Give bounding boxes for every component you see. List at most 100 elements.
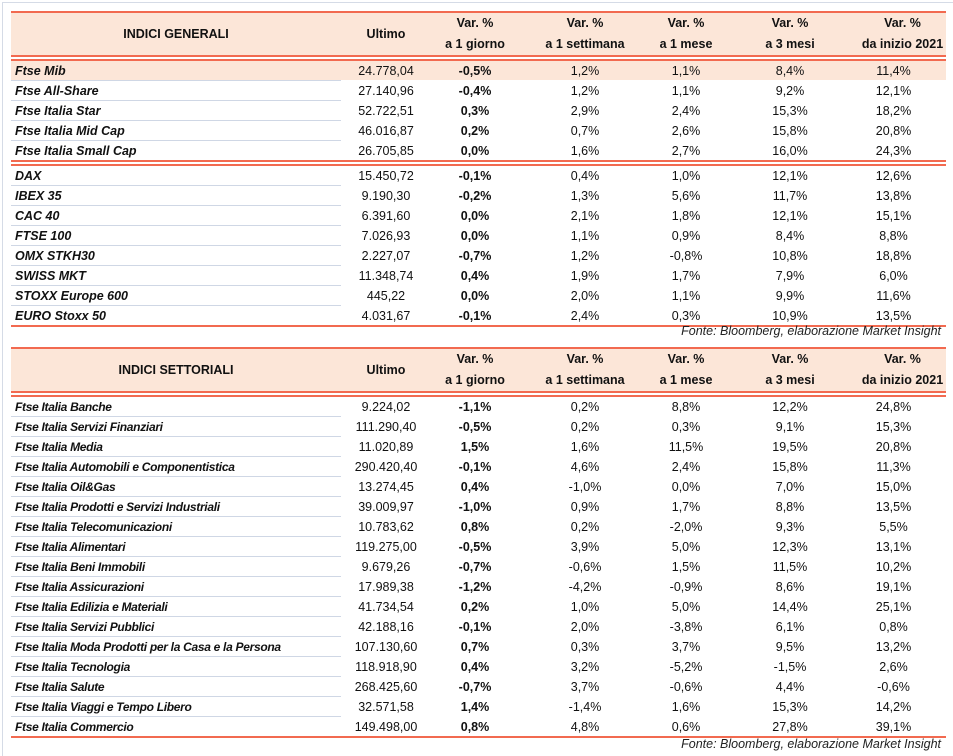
change-ytd: -0,6% [859, 676, 946, 697]
last-value: 119.275,00 [341, 536, 431, 557]
change-1m: 2,4% [651, 456, 721, 477]
change-1m: 1,1% [651, 80, 721, 101]
index-name: Ftse Italia Edilizia e Materiali [11, 596, 341, 617]
column-header-index-name: INDICI SETTORIALI [11, 347, 341, 392]
change-3m: 8,6% [721, 576, 859, 597]
change-1d: -0,5% [431, 416, 519, 437]
table-row: Ftse Italia Salute 268.425,60 -0,7% 3,7% -0,… [11, 676, 946, 697]
change-1d: 0,4% [431, 476, 519, 497]
table-bottom-rule [11, 736, 946, 739]
table-row: Ftse Italia Beni Immobili 9.679,26 -0,7% -0… [11, 556, 946, 577]
change-3m: 10,8% [721, 245, 859, 266]
change-1w: 0,3% [519, 636, 651, 657]
change-1d: -0,1% [431, 456, 519, 477]
change-3m: 9,9% [721, 285, 859, 306]
change-1w: 4,8% [519, 716, 651, 738]
index-name: Ftse All-Share [11, 80, 341, 101]
index-name: Ftse Italia Moda Prodotti per la Casa e … [11, 636, 341, 657]
change-1d: 0,4% [431, 265, 519, 286]
header-line: a 1 mese [659, 373, 713, 387]
change-1m: 2,6% [651, 120, 721, 141]
change-3m: 11,5% [721, 556, 859, 577]
change-1d: 0,2% [431, 120, 519, 141]
last-value: 32.571,58 [341, 696, 431, 717]
last-value: 107.130,60 [341, 636, 431, 657]
last-value: 2.227,07 [341, 245, 431, 266]
source-note: Fonte: Bloomberg, elaborazione Market In… [681, 324, 941, 338]
column-header-change-3m: Var. % a 3 mesi [721, 347, 859, 392]
table-row: Ftse Mib 24.778,04 -0,5% 1,2% 1,1% 8,4% 11,4% [11, 60, 946, 81]
change-1w: 1,2% [519, 80, 651, 101]
table-row: STOXX Europe 600 445,22 0,0% 2,0% 1,1% 9,9% 11… [11, 285, 946, 306]
column-header-last-value: Ultimo [341, 11, 431, 56]
change-1w: 1,3% [519, 185, 651, 206]
change-1d: 0,0% [431, 140, 519, 162]
change-1m: 0,9% [651, 225, 721, 246]
change-ytd: 18,8% [859, 245, 946, 266]
index-name: Ftse Italia Salute [11, 676, 341, 697]
header-line: a 3 mesi [765, 37, 815, 51]
last-value: 118.918,90 [341, 656, 431, 677]
change-1m: -0,9% [651, 576, 721, 597]
change-ytd: 25,1% [859, 596, 946, 617]
change-ytd: 5,5% [859, 516, 946, 537]
change-1w: 1,9% [519, 265, 651, 286]
change-ytd: 11,3% [859, 456, 946, 477]
change-1d: -1,1% [431, 396, 519, 417]
table-row: Ftse Italia Banche 9.224,02 -1,1% 0,2% 8,8% 1… [11, 396, 946, 417]
last-value: 41.734,54 [341, 596, 431, 617]
general-indices-table: INDICI GENERALI Ultimo Var. % a 1 giorno Var… [11, 11, 946, 328]
change-1m: 2,4% [651, 100, 721, 121]
change-1w: 1,1% [519, 225, 651, 246]
header-row: INDICI SETTORIALI Ultimo Var. % a 1 giorno V… [11, 347, 946, 392]
change-1d: 0,8% [431, 516, 519, 537]
last-value: 10.783,62 [341, 516, 431, 537]
change-3m: 14,4% [721, 596, 859, 617]
change-ytd: 15,0% [859, 476, 946, 497]
change-1m: 0,3% [651, 305, 721, 327]
change-ytd: 8,8% [859, 225, 946, 246]
header-line: Var. % [456, 16, 494, 30]
last-value: 111.290,40 [341, 416, 431, 437]
last-value: 46.016,87 [341, 120, 431, 141]
change-ytd: 13,1% [859, 536, 946, 557]
last-value: 39.009,97 [341, 496, 431, 517]
change-ytd: 15,3% [859, 416, 946, 437]
index-name: OMX STKH30 [11, 245, 341, 266]
last-value: 290.420,40 [341, 456, 431, 477]
change-1w: 1,2% [519, 60, 651, 81]
change-1m: -0,8% [651, 245, 721, 266]
header-line: Var. % [884, 352, 921, 366]
change-1m: -5,2% [651, 656, 721, 677]
change-3m: 9,1% [721, 416, 859, 437]
change-3m: 15,8% [721, 456, 859, 477]
change-3m: 15,3% [721, 696, 859, 717]
change-ytd: 14,2% [859, 696, 946, 717]
change-1d: -1,0% [431, 496, 519, 517]
index-name: SWISS MKT [11, 265, 341, 286]
change-1d: -0,7% [431, 676, 519, 697]
change-3m: 7,9% [721, 265, 859, 286]
change-1m: 1,1% [651, 60, 721, 81]
column-header-last-value: Ultimo [341, 347, 431, 392]
header-line: Var. % [771, 16, 809, 30]
table-row: Ftse Italia Automobili e Componentistica… [11, 456, 946, 477]
change-ytd: 15,1% [859, 205, 946, 226]
change-3m: 6,1% [721, 616, 859, 637]
change-1w: 4,6% [519, 456, 651, 477]
last-value: 11.020,89 [341, 436, 431, 457]
table-row: DAX 15.450,72 -0,1% 0,4% 1,0% 12,1% 12,6% [11, 165, 946, 186]
change-1m: -0,6% [651, 676, 721, 697]
change-3m: 15,8% [721, 120, 859, 141]
change-3m: -1,5% [721, 656, 859, 677]
header-line: da inizio 2021 [861, 373, 944, 387]
table-row: Ftse Italia Tecnologia 118.918,90 0,4% 3,2%… [11, 656, 946, 677]
change-3m: 7,0% [721, 476, 859, 497]
change-1w: 2,1% [519, 205, 651, 226]
index-name: Ftse Italia Small Cap [11, 140, 341, 162]
header-line: a 1 giorno [445, 37, 505, 51]
change-1m: 1,8% [651, 205, 721, 226]
change-1w: -1,4% [519, 696, 651, 717]
change-1m: 5,0% [651, 536, 721, 557]
table-row: Ftse Italia Mid Cap 46.016,87 0,2% 0,7% 2,6%… [11, 120, 946, 141]
